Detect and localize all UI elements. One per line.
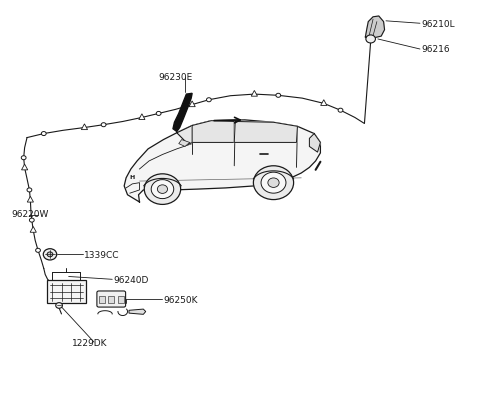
- Polygon shape: [179, 140, 190, 146]
- Text: 96220W: 96220W: [11, 210, 48, 219]
- Circle shape: [36, 248, 40, 252]
- Circle shape: [157, 185, 168, 194]
- Circle shape: [56, 303, 62, 308]
- Circle shape: [41, 132, 46, 136]
- Polygon shape: [251, 90, 257, 96]
- FancyBboxPatch shape: [97, 291, 126, 307]
- Circle shape: [253, 166, 294, 200]
- Polygon shape: [189, 101, 195, 107]
- Polygon shape: [81, 124, 87, 130]
- Circle shape: [276, 93, 281, 97]
- Text: 1339CC: 1339CC: [84, 250, 120, 260]
- Circle shape: [101, 123, 106, 127]
- Polygon shape: [129, 309, 146, 314]
- Polygon shape: [365, 16, 384, 38]
- Text: 96250K: 96250K: [163, 296, 198, 305]
- Polygon shape: [30, 227, 36, 232]
- Circle shape: [338, 108, 343, 112]
- Polygon shape: [124, 120, 321, 202]
- Polygon shape: [192, 121, 234, 143]
- Text: 96240D: 96240D: [113, 276, 148, 285]
- Circle shape: [57, 281, 65, 287]
- Text: 1229DK: 1229DK: [72, 339, 107, 348]
- Circle shape: [47, 252, 53, 257]
- Polygon shape: [177, 121, 211, 144]
- Circle shape: [27, 188, 32, 192]
- Circle shape: [206, 98, 211, 102]
- Circle shape: [21, 156, 26, 160]
- Text: H: H: [130, 175, 135, 180]
- Circle shape: [29, 218, 34, 222]
- Circle shape: [156, 112, 161, 116]
- Circle shape: [366, 35, 375, 43]
- Circle shape: [151, 180, 174, 199]
- Text: 96216: 96216: [422, 45, 451, 54]
- Circle shape: [261, 172, 286, 193]
- Circle shape: [144, 174, 180, 204]
- Polygon shape: [321, 100, 327, 105]
- Text: 96210L: 96210L: [422, 20, 456, 29]
- FancyBboxPatch shape: [118, 296, 124, 303]
- Polygon shape: [27, 196, 34, 202]
- FancyBboxPatch shape: [108, 296, 114, 303]
- Circle shape: [43, 249, 57, 260]
- Polygon shape: [310, 134, 321, 152]
- Polygon shape: [234, 122, 298, 143]
- Polygon shape: [173, 93, 192, 132]
- FancyBboxPatch shape: [99, 296, 105, 303]
- Polygon shape: [139, 114, 145, 120]
- Text: 96230E: 96230E: [158, 73, 193, 82]
- Polygon shape: [22, 164, 28, 170]
- FancyBboxPatch shape: [47, 280, 86, 303]
- Circle shape: [268, 178, 279, 187]
